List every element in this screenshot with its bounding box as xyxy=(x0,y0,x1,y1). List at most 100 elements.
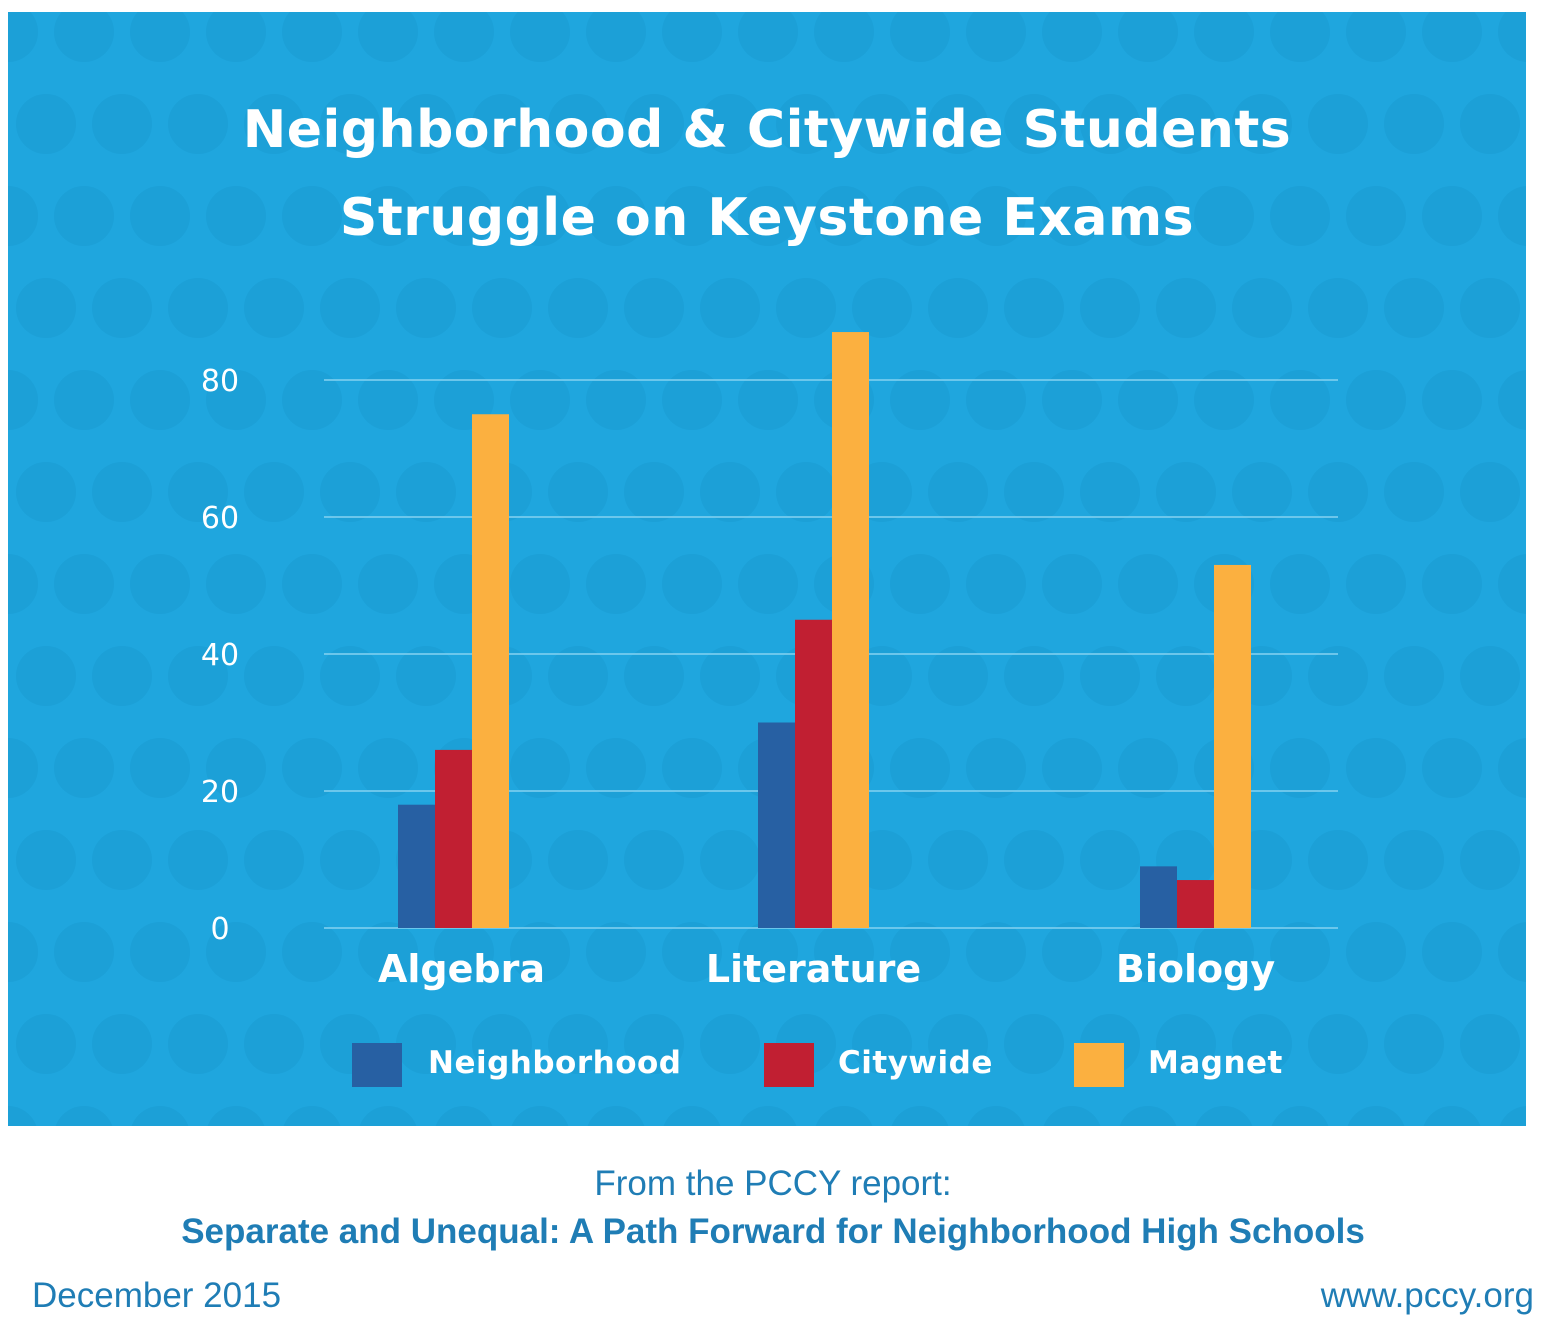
background-dot xyxy=(54,922,114,982)
background-dot xyxy=(1346,738,1406,798)
background-dot xyxy=(244,462,304,522)
background-dot xyxy=(244,646,304,706)
background-dot xyxy=(891,1106,949,1126)
background-dot xyxy=(1308,1014,1368,1074)
background-dot xyxy=(1308,830,1368,890)
background-dot xyxy=(92,278,152,338)
background-dot xyxy=(1499,1106,1526,1126)
background-dot xyxy=(434,186,494,246)
background-dot xyxy=(1118,370,1178,430)
background-dot xyxy=(16,646,76,706)
background-dot xyxy=(1232,278,1292,338)
background-dot xyxy=(92,462,152,522)
background-dot xyxy=(472,278,532,338)
background-dot xyxy=(358,738,418,798)
background-dot xyxy=(624,278,684,338)
background-dot xyxy=(1119,1106,1177,1126)
background-dot xyxy=(1156,462,1216,522)
background-dot xyxy=(16,94,76,154)
background-dot xyxy=(130,186,190,246)
background-dot xyxy=(586,12,646,62)
bar-neighborhood-biology xyxy=(1140,866,1177,928)
bar-citywide-biology xyxy=(1177,880,1214,928)
background-dot xyxy=(1004,830,1064,890)
background-dot xyxy=(434,12,494,62)
background-dot xyxy=(358,186,418,246)
bar-magnet-biology xyxy=(1214,564,1251,928)
background-dot xyxy=(396,462,456,522)
background-dot xyxy=(206,922,266,982)
background-dot xyxy=(1004,278,1064,338)
background-dot xyxy=(1004,462,1064,522)
background-dot xyxy=(890,12,950,62)
background-dot xyxy=(206,554,266,614)
background-dot xyxy=(8,186,38,246)
background-dot xyxy=(1460,1014,1520,1074)
background-dot xyxy=(700,646,760,706)
background-dot xyxy=(1042,554,1102,614)
background-dot xyxy=(1346,12,1406,62)
background-dot xyxy=(1194,370,1254,430)
background-dot xyxy=(1460,94,1520,154)
background-dot xyxy=(548,830,608,890)
background-dot xyxy=(738,554,798,614)
background-dot xyxy=(1384,462,1444,522)
caption-date: December 2015 xyxy=(32,1276,282,1315)
background-dot xyxy=(16,1014,76,1074)
background-dot xyxy=(852,94,912,154)
background-dot xyxy=(358,370,418,430)
background-dot xyxy=(92,646,152,706)
background-dot xyxy=(738,370,798,430)
background-dot xyxy=(1308,278,1368,338)
background-dot xyxy=(700,94,760,154)
background-dot xyxy=(92,1014,152,1074)
background-dot xyxy=(1498,12,1526,62)
background-dot xyxy=(1004,1014,1064,1074)
background-dot xyxy=(738,12,798,62)
background-dot xyxy=(510,370,570,430)
background-dot xyxy=(852,278,912,338)
background-dot xyxy=(624,646,684,706)
chart-title-line-2: Struggle on Keystone Exams xyxy=(339,188,1195,248)
background-dot xyxy=(358,12,418,62)
background-dot xyxy=(168,278,228,338)
background-dot xyxy=(1422,12,1482,62)
background-dot xyxy=(1080,278,1140,338)
background-dot xyxy=(396,1014,456,1074)
background-dot xyxy=(738,186,798,246)
background-dot xyxy=(358,554,418,614)
background-dot xyxy=(282,738,342,798)
background-dot xyxy=(814,12,874,62)
background-dot xyxy=(396,278,456,338)
background-dot xyxy=(206,738,266,798)
background-dot xyxy=(548,94,608,154)
background-dot xyxy=(131,1106,189,1126)
background-dot xyxy=(1422,922,1482,982)
background-dot xyxy=(587,1106,645,1126)
background-dot xyxy=(586,186,646,246)
background-dot xyxy=(1346,186,1406,246)
bar-citywide-literature xyxy=(795,619,832,928)
background-dot xyxy=(966,554,1026,614)
background-dot xyxy=(54,12,114,62)
background-dot xyxy=(282,370,342,430)
background-dot xyxy=(1422,738,1482,798)
background-dot xyxy=(1194,12,1254,62)
background-dot xyxy=(244,1014,304,1074)
background-dot xyxy=(244,830,304,890)
background-dot xyxy=(1346,554,1406,614)
background-dot xyxy=(1270,370,1330,430)
background-dot xyxy=(967,1106,1025,1126)
background-dot xyxy=(1042,922,1102,982)
background-dot xyxy=(586,554,646,614)
background-dot xyxy=(1270,738,1330,798)
background-dot xyxy=(1270,12,1330,62)
background-dot xyxy=(8,554,38,614)
background-dot xyxy=(890,738,950,798)
background-dot xyxy=(1080,830,1140,890)
x-tick-label-biology: Biology xyxy=(1116,947,1275,991)
background-dot xyxy=(586,370,646,430)
background-dot xyxy=(511,1106,569,1126)
background-dot xyxy=(434,922,494,982)
background-dot xyxy=(1422,186,1482,246)
